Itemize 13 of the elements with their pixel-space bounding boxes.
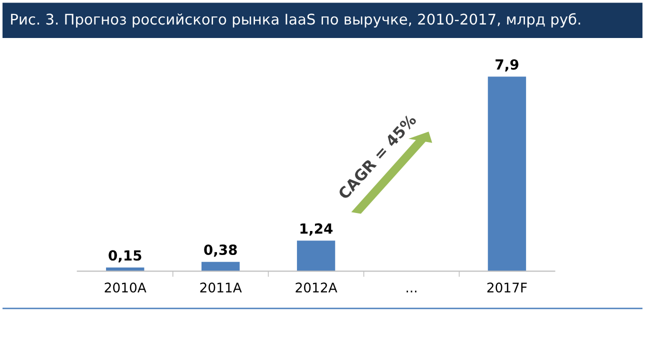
bar bbox=[296, 240, 336, 272]
x-tick-label: 2017F bbox=[487, 282, 527, 293]
x-tick-label: 2011A bbox=[200, 282, 242, 293]
data-label: 0,38 bbox=[204, 244, 237, 257]
data-label: 1,24 bbox=[300, 223, 333, 236]
data-label: 0,15 bbox=[108, 250, 142, 262]
bar bbox=[202, 262, 240, 272]
bar bbox=[488, 76, 526, 272]
x-tick-label: 2010A bbox=[104, 282, 146, 293]
x-tick-label: ... bbox=[406, 290, 416, 292]
data-label: 7,9 bbox=[496, 59, 518, 72]
x-tick-label: 2012A bbox=[296, 282, 338, 293]
chart-title: Рис. 3. Прогноз российского рынка IaaS по выручке, 2010-2017, млрд руб. bbox=[11, 13, 580, 28]
